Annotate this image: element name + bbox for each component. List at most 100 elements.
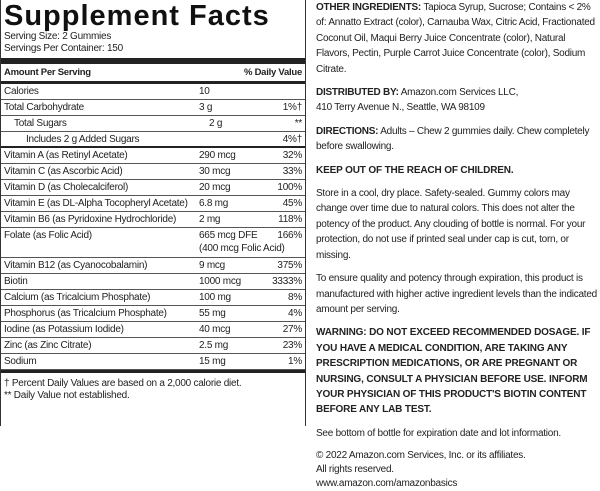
amount: 15 mg	[199, 354, 271, 369]
amount-value: 665 mcg DFE	[199, 230, 258, 241]
copyright: © 2022 Amazon.com Services, Inc. or its …	[316, 449, 598, 491]
nutrient-name: Folate (as Folic Acid)	[4, 230, 92, 241]
daily-value: 23%	[282, 340, 303, 351]
nutrient-name: Vitamin C (as Ascorbic Acid)	[4, 166, 123, 177]
servings-per-container: Servings Per Container: 150	[4, 43, 123, 54]
nutrient-name: Vitamin B12 (as Cyanocobalamin)	[4, 260, 148, 271]
label: DIRECTIONS:	[316, 125, 379, 137]
facts-row: Includes 2 g Added Sugars 4%†	[1, 132, 305, 148]
nutrient-name: Total Carbohydrate	[4, 102, 84, 113]
nutrient-name: Biotin	[4, 276, 28, 287]
expiration: See bottom of bottle for expiration date…	[316, 427, 561, 439]
header-dv: % Daily Value	[243, 67, 302, 78]
amount: 1000 mcg	[199, 274, 271, 289]
daily-value-empty	[271, 84, 302, 99]
amount-value: 1000 mcg	[199, 276, 241, 287]
facts-row: Biotin 1000 mcg 3333%	[1, 274, 305, 290]
daily-value: 8%	[288, 292, 302, 303]
nutrient-name: Includes 2 g Added Sugars	[26, 134, 140, 145]
info-column: OTHER INGREDIENTS: Tapioca Syrup, Sucros…	[316, 0, 598, 491]
amount: 665 mcg DFE (400 mcg Folic Acid)	[199, 229, 285, 257]
amount-value: 290 mcg	[199, 150, 236, 161]
nutrient-name: Total Sugars	[14, 118, 67, 129]
amount-value: 40 mcg	[199, 324, 231, 335]
daily-value: 32%	[282, 150, 303, 161]
facts-row: Vitamin E (as DL-Alpha Tocopheryl Acetat…	[1, 196, 305, 212]
nutrient-name: Phosphorus (as Tricalcium Phosphate)	[4, 308, 167, 319]
divider-bar	[1, 370, 305, 373]
amount-value: 30 mcg	[199, 166, 231, 177]
daily-value: 1%	[288, 356, 302, 367]
daily-value: 3333%	[272, 276, 302, 287]
nutrient-name: Vitamin E (as DL-Alpha Tocopheryl Acetat…	[4, 198, 188, 209]
daily-value: 166%	[277, 230, 302, 241]
footnote: ** Daily Value not established.	[4, 390, 130, 401]
facts-row: Sodium 15 mg 1%	[1, 354, 305, 370]
amount-value: 2.5 mg	[199, 340, 229, 351]
amount: 20 mcg	[199, 180, 271, 195]
nutrient-name: Calcium (as Tricalcium Phosphate)	[4, 292, 151, 303]
daily-value: 33%	[282, 166, 303, 177]
facts-row: Calories 10	[1, 84, 305, 100]
nutrient-name: Zinc (as Zinc Citrate)	[4, 340, 92, 351]
nutrient-name: Sodium	[4, 356, 37, 367]
amount: 6.8 mg	[199, 196, 271, 211]
amount-value: 2 mg	[199, 214, 221, 225]
amount: 30 mcg	[199, 164, 271, 179]
facts-rows: Calories 10 Total Carbohydrate 3 g 1%† Total …	[1, 84, 305, 370]
supplement-facts-panel: Supplement Facts Serving Size: 2 Gummies…	[0, 0, 306, 426]
label: OTHER INGREDIENTS:	[316, 2, 421, 13]
nutrient-name: Iodine (as Potassium Iodide)	[4, 324, 124, 335]
facts-row: Total Sugars 2 g **	[1, 116, 305, 132]
footnote: † Percent Daily Values are based on a 2,…	[4, 378, 242, 389]
amount-value: 55 mg	[199, 308, 226, 319]
amount: 10	[199, 84, 271, 99]
amount-value: 20 mcg	[199, 182, 231, 193]
amount: 9 mcg	[199, 258, 271, 273]
text: Adults – Chew 2 gummies daily. Chew comp…	[316, 125, 590, 153]
facts-row: Iodine (as Potassium Iodide) 40 mcg 27%	[1, 322, 305, 338]
copyright-line: © 2022 Amazon.com Services, Inc. or its …	[316, 450, 526, 462]
facts-row: Vitamin B6 (as Pyridoxine Hydrochloride)…	[1, 212, 305, 228]
text: Amazon.com Services LLC,	[400, 87, 519, 99]
divider-bar	[1, 58, 305, 64]
address: 410 Terry Avenue N., Seattle, WA 98109	[316, 102, 485, 114]
divider-bar	[1, 81, 305, 84]
text: Tapioca Syrup, Sucrose; Contains < 2% of…	[316, 2, 595, 75]
nutrient-name: Vitamin D (as Cholecalciferol)	[4, 182, 129, 193]
daily-value: **	[294, 118, 303, 129]
facts-row: Phosphorus (as Tricalcium Phosphate) 55 m…	[1, 306, 305, 322]
facts-row: Vitamin C (as Ascorbic Acid) 30 mcg 33%	[1, 164, 305, 180]
facts-row: Calcium (as Tricalcium Phosphate) 100 mg 8…	[1, 290, 305, 306]
warning: WARNING: DO NOT EXCEED RECOMMENDED DOSAG…	[316, 327, 591, 416]
facts-row: Vitamin D (as Cholecalciferol) 20 mcg 100%	[1, 180, 305, 196]
amount-value: 15 mg	[199, 356, 226, 367]
keep-out: KEEP OUT OF THE REACH OF CHILDREN.	[316, 164, 514, 176]
storage: Store in a cool, dry place. Safety-seale…	[316, 188, 586, 261]
facts-title: Supplement Facts	[4, 0, 270, 32]
quality: To ensure quality and potency through ex…	[316, 273, 597, 315]
header-amount: Amount Per Serving	[4, 67, 91, 78]
daily-value: 45%	[282, 198, 303, 209]
facts-row: Zinc (as Zinc Citrate) 2.5 mg 23%	[1, 338, 305, 354]
amount: 3 g	[199, 100, 271, 115]
amount-value: 3 g	[199, 102, 213, 113]
nutrient-name: Calories	[4, 86, 39, 97]
amount-value: 6.8 mg	[199, 198, 229, 209]
facts-row: Vitamin B12 (as Cyanocobalamin) 9 mcg 375%	[1, 258, 305, 274]
daily-value: 375%	[277, 260, 302, 271]
copyright-line: www.amazon.com/amazonbasics	[316, 478, 458, 490]
daily-value: 118%	[278, 214, 302, 225]
facts-row: Vitamin A (as Retinyl Acetate) 290 mcg 32%	[1, 148, 305, 164]
amount: 55 mg	[199, 306, 271, 321]
serving-size: Serving Size: 2 Gummies	[4, 31, 112, 42]
footnotes: † Percent Daily Values are based on a 2,…	[4, 378, 302, 402]
amount-value: 9 mcg	[199, 260, 225, 271]
amount: 290 mcg	[199, 148, 271, 163]
amount: 2 mg	[199, 212, 271, 227]
daily-value: 1%†	[282, 102, 303, 113]
amount: 2.5 mg	[199, 338, 271, 353]
nutrient-name: Vitamin A (as Retinyl Acetate)	[4, 150, 128, 161]
